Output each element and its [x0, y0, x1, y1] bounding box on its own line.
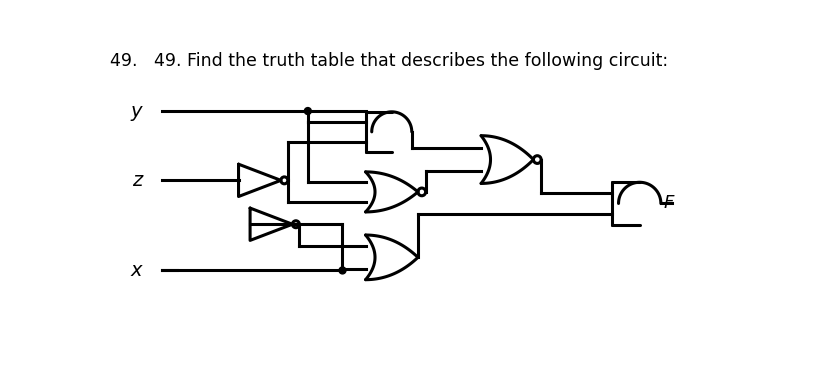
Text: z: z [132, 171, 142, 190]
Circle shape [339, 267, 346, 274]
Text: F: F [664, 195, 674, 212]
Text: 49.   49. Find the truth table that describes the following circuit:: 49. 49. Find the truth table that descri… [110, 52, 668, 70]
Text: y: y [131, 101, 142, 120]
Circle shape [304, 108, 311, 114]
Text: x: x [131, 261, 142, 280]
